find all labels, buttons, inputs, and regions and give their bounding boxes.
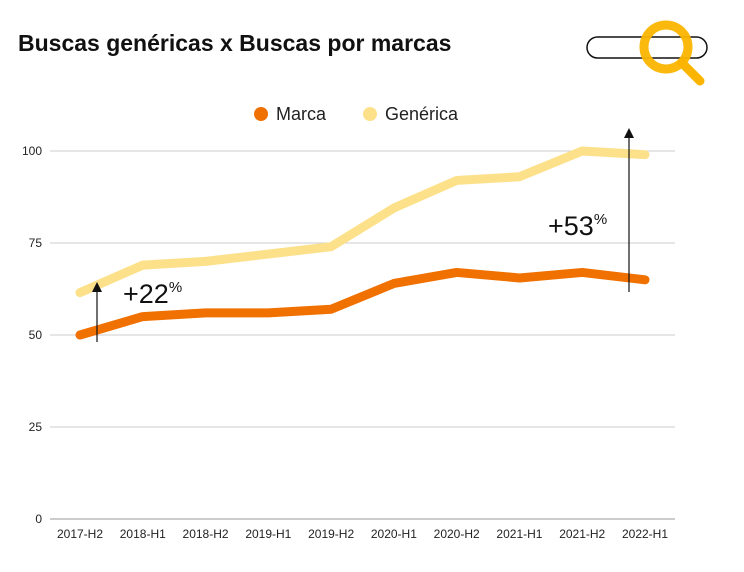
y-tick-label: 50 (29, 328, 43, 342)
search-bar-magnifier-icon (586, 20, 708, 86)
x-tick-label: 2022-H1 (622, 527, 668, 541)
legend-label-generica: Genérica (385, 104, 459, 124)
annotation-22: +22% (123, 279, 182, 309)
legend: Marca Genérica (254, 104, 459, 124)
chart-title: Buscas genéricas x Buscas por marcas (18, 30, 452, 56)
annotation-53: +53% (548, 211, 607, 241)
arrow-53-head (624, 128, 634, 138)
x-tick-label: 2020-H1 (371, 527, 417, 541)
x-tick-label: 2020-H2 (434, 527, 480, 541)
legend-label-marca: Marca (276, 104, 327, 124)
x-tick-label: 2021-H2 (559, 527, 605, 541)
y-tick-label: 75 (29, 236, 43, 250)
y-tick-label: 25 (29, 420, 43, 434)
x-tick-label: 2018-H1 (120, 527, 166, 541)
y-tick-label: 0 (35, 512, 42, 526)
arrow-22-head (92, 282, 102, 292)
x-tick-label: 2019-H2 (308, 527, 354, 541)
x-tick-label: 2018-H2 (183, 527, 229, 541)
series-line-generica (75, 146, 650, 298)
y-tick-label: 100 (22, 144, 42, 158)
x-tick-label: 2021-H1 (496, 527, 542, 541)
legend-marker-generica (363, 107, 377, 121)
x-tick-label: 2017-H2 (57, 527, 103, 541)
series-line-marca (75, 267, 650, 340)
x-tick-label: 2019-H1 (245, 527, 291, 541)
legend-marker-marca (254, 107, 268, 121)
